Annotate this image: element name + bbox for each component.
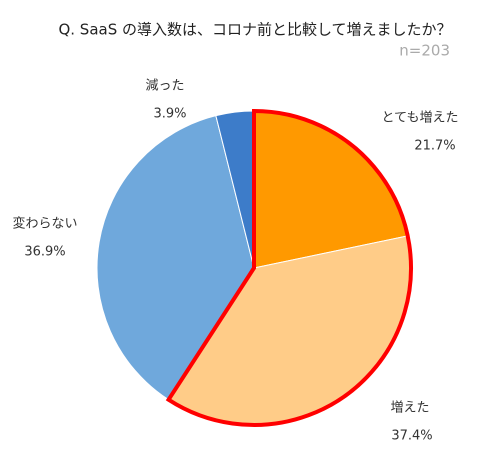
slice-label: 減った (145, 78, 184, 94)
slice-label: 変わらない (12, 216, 77, 232)
value-label: 37.4% (391, 429, 432, 444)
value-label: 36.9% (24, 245, 65, 260)
chart-title: Q. SaaS の導入数は、コロナ前と比較して増えましたか？ (58, 21, 451, 39)
chart-subtitle: n=203 (399, 42, 450, 60)
slice-label: 増えた (390, 401, 429, 416)
pie-slice (96, 115, 255, 401)
value-label: 3.9% (153, 107, 186, 122)
slice-label: とても増えた (382, 111, 459, 126)
value-label: 21.7% (414, 139, 455, 154)
highlight-outline (165, 108, 413, 427)
